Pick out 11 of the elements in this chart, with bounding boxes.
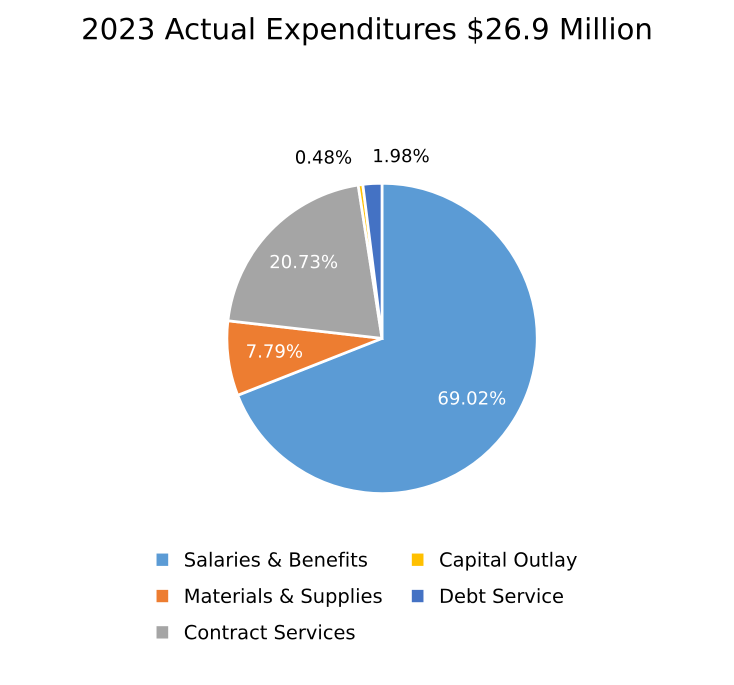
legend-label: Capital Outlay	[440, 552, 577, 571]
data-label: 20.73%	[270, 254, 338, 268]
legend-label: Contract Services	[184, 624, 355, 640]
legend-label: Debt Service	[440, 588, 563, 604]
legend-label: Materials & Supplies	[186, 588, 382, 607]
data-label: 69.02%	[438, 391, 506, 405]
chart-title: 2023 Actual Expenditures $26.9 Million	[83, 17, 650, 46]
data-label: 0.48%	[296, 150, 352, 164]
data-label: 1.98%	[374, 148, 429, 162]
legend-label: Salaries & Benefits	[185, 552, 367, 567]
data-label: 7.79%	[247, 344, 302, 358]
